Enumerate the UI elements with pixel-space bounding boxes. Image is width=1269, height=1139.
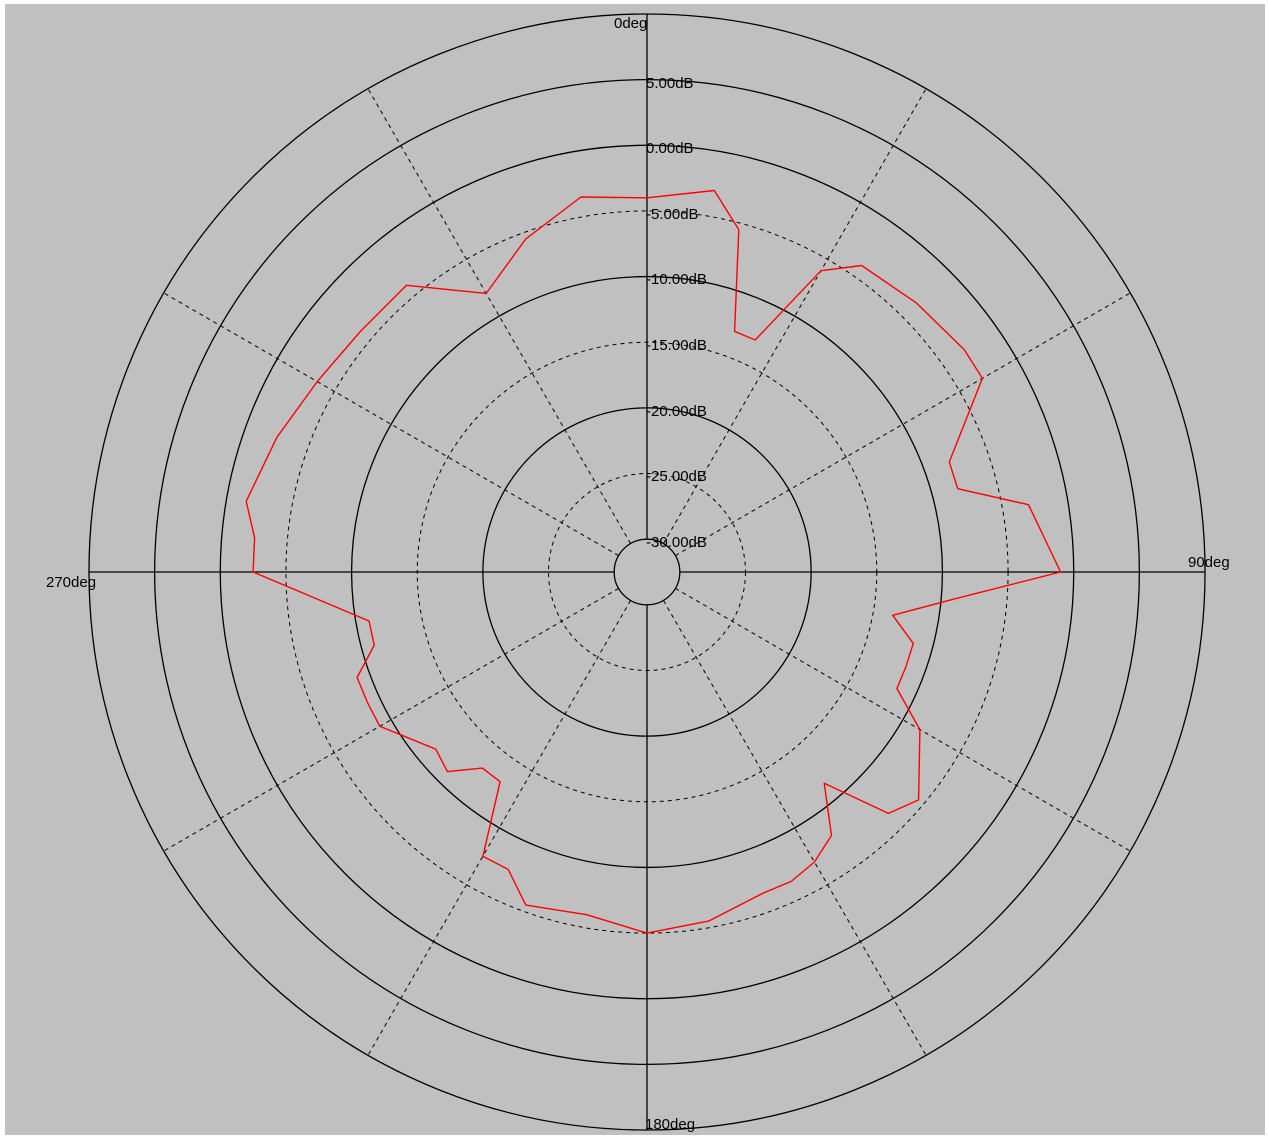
angle-label-270: 270deg: [46, 574, 96, 591]
trace-layer: [245, 189, 1062, 934]
radial-label: -10.00dB: [646, 271, 707, 288]
ring-center: [613, 538, 681, 606]
radial-label: -5.00dB: [646, 206, 699, 223]
radial-label: 0.00dB: [646, 140, 694, 157]
polar-plot-panel: 0deg 90deg 180deg 270deg 5.00dB 0.00dB -…: [5, 4, 1265, 1135]
polar-chart: 0deg 90deg 180deg 270deg 5.00dB 0.00dB -…: [46, 13, 1230, 1133]
label-layer: 0deg 90deg 180deg 270deg 5.00dB 0.00dB -…: [46, 15, 1230, 1133]
series-line-0: [245, 189, 1062, 934]
radial-label: -20.00dB: [646, 403, 707, 420]
radial-label: -25.00dB: [646, 468, 707, 485]
radial-label: -30.00dB: [646, 534, 707, 551]
angle-label-0: 0deg: [614, 15, 647, 32]
polar-grid: [88, 13, 1206, 1131]
angle-label-180: 180deg: [645, 1116, 695, 1133]
angle-label-90: 90deg: [1188, 554, 1230, 571]
radial-label: 5.00dB: [646, 75, 694, 92]
radial-label: -15.00dB: [646, 337, 707, 354]
